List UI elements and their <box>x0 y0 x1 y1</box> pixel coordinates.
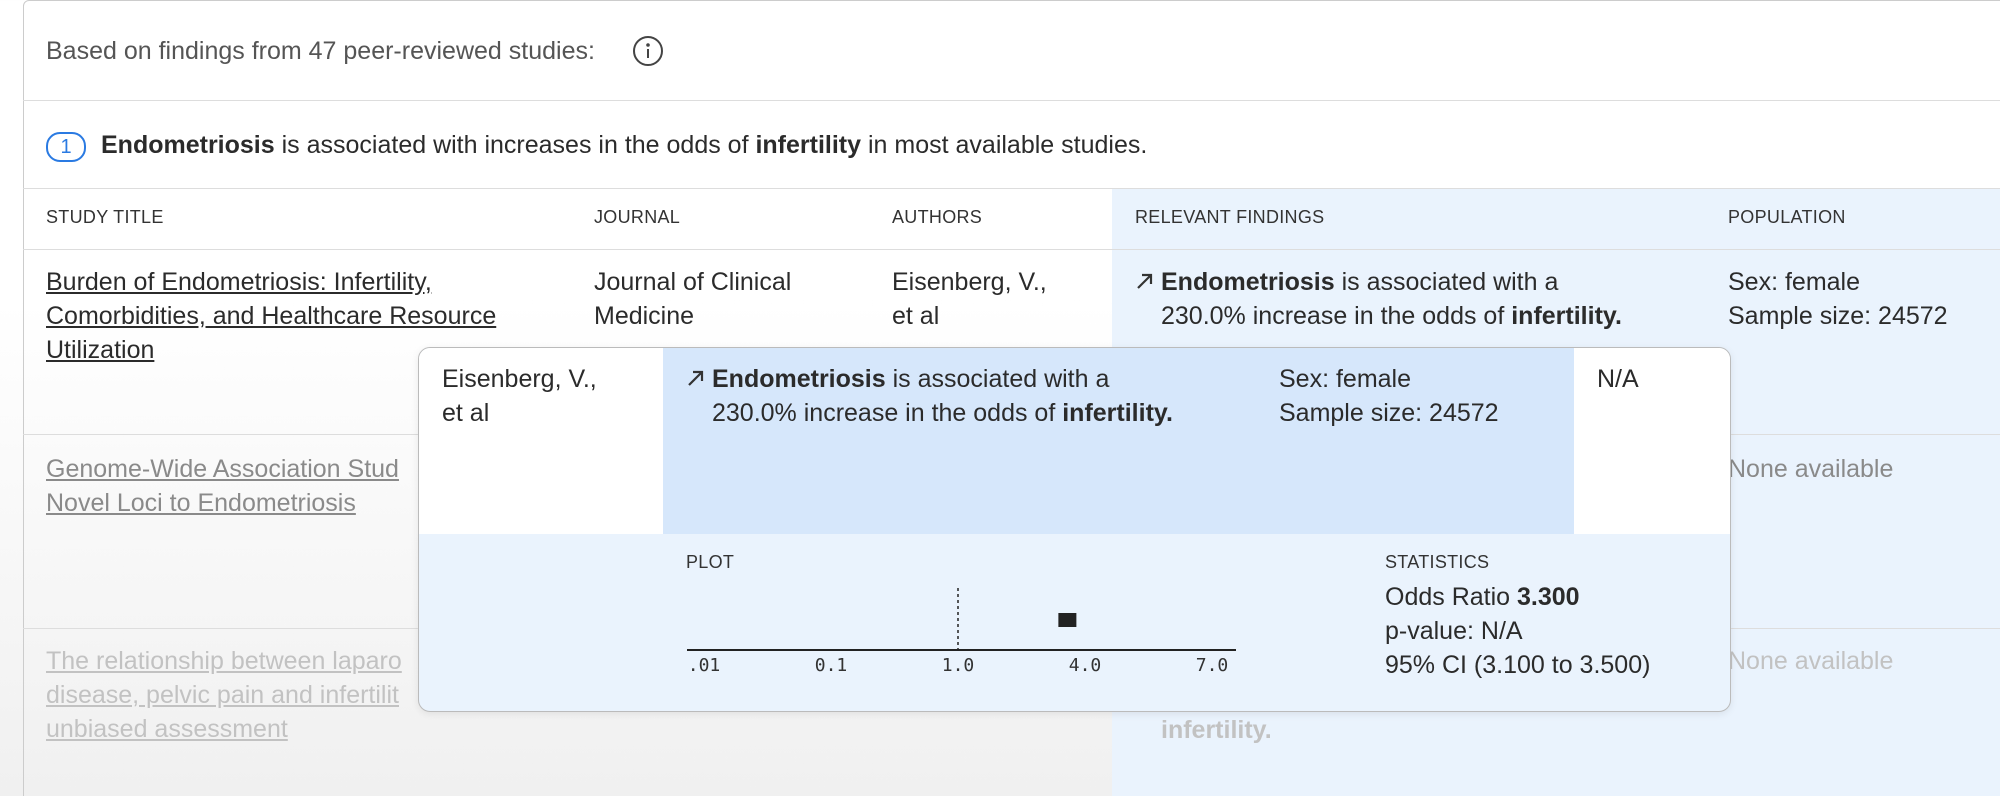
title-line[interactable]: Comorbidities, and Healthcare Resource <box>46 302 497 330</box>
column-header: STUDY TITLE <box>46 207 164 227</box>
popup-findings-bg <box>663 348 1574 534</box>
popup-authors: Eisenberg, V., et al <box>442 362 597 430</box>
population: Sex: female Sample size: 24572 <box>1728 265 1948 333</box>
column-header: AUTHORS <box>892 207 983 227</box>
claim-bold: infertility <box>755 131 862 159</box>
findings-bold: infertility. <box>1511 302 1622 330</box>
study-title[interactable]: Burden of Endometriosis: Infertility, Com… <box>46 265 496 367</box>
authors: Eisenberg, V., et al <box>892 265 1047 333</box>
study-title[interactable]: Genome-Wide Association Stud Novel Loci t… <box>46 452 399 520</box>
arrow-icon <box>688 370 704 386</box>
divider <box>23 249 2000 250</box>
title-line[interactable]: Novel Loci to Endometriosis <box>46 489 356 517</box>
x-tick-label: 4.0 <box>1069 655 1102 676</box>
authors-line: Eisenberg, V., <box>442 365 597 393</box>
findings-bold: Endometriosis <box>1161 268 1335 296</box>
popup: Eisenberg, V., et al Endometriosis is ass… <box>418 347 1731 712</box>
findings-text: 230.0% increase in the odds of <box>1161 302 1512 330</box>
popup-population: Sex: female Sample size: 24572 <box>1279 362 1499 430</box>
findings-bold: infertility. <box>1062 399 1173 427</box>
divider <box>23 100 2000 101</box>
stat-line: p-value: N/A <box>1385 617 1523 645</box>
title-line[interactable]: unbiased assessment <box>46 715 288 743</box>
plot-label: PLOT <box>686 552 735 572</box>
findings-text: 230.0% increase in the odds of <box>712 399 1063 427</box>
authors-line: et al <box>442 399 490 427</box>
population-line: Sex: female <box>1279 365 1412 393</box>
popup-extra: N/A <box>1597 365 1639 393</box>
point-estimate <box>1058 613 1077 627</box>
population: None available <box>1728 455 1894 483</box>
authors-line: et al <box>892 302 940 330</box>
findings-bold: Endometriosis <box>712 365 886 393</box>
claim-text: is associated with increases in the odds… <box>274 131 756 159</box>
forest-plot: .01 0.1 1.0 4.0 7.0 <box>687 588 1236 676</box>
title-line[interactable]: Genome-Wide Association Stud <box>46 455 399 483</box>
x-tick-label: .01 <box>688 655 721 676</box>
title-line[interactable]: The relationship between laparo <box>46 647 402 675</box>
population: None available <box>1728 647 1894 675</box>
arrow-icon <box>1137 273 1153 289</box>
stat-value: 3.300 <box>1517 583 1580 611</box>
x-tick-label: 7.0 <box>1196 655 1229 676</box>
title-line[interactable]: Burden of Endometriosis: Infertility, <box>46 268 432 296</box>
population-line: Sex: female <box>1728 268 1861 296</box>
x-tick-label: 1.0 <box>942 655 975 676</box>
header-text: Based on findings from 47 peer-reviewed … <box>46 37 595 65</box>
journal-line: Medicine <box>594 302 695 330</box>
authors-line: Eisenberg, V., <box>892 268 1047 296</box>
claim: Endometriosis is associated with increas… <box>101 128 1147 162</box>
title-line[interactable]: disease, pelvic pain and infertilit <box>46 681 399 709</box>
journal: Journal of Clinical Medicine <box>594 265 791 333</box>
population-line: Sample size: 24572 <box>1279 399 1499 427</box>
findings-bold: infertility. <box>1161 716 1272 744</box>
column-header: JOURNAL <box>594 207 681 227</box>
info-icon[interactable] <box>632 35 664 67</box>
claim-bold: Endometriosis <box>101 131 275 159</box>
findings-text: is associated with a <box>1334 268 1559 296</box>
claim-badge: 1 <box>46 132 86 162</box>
column-header: POPULATION <box>1728 207 1846 227</box>
title-line[interactable]: Utilization <box>46 336 155 364</box>
population-line: Sample size: 24572 <box>1728 302 1948 330</box>
card <box>23 0 2000 796</box>
x-tick-label: 0.1 <box>815 655 848 676</box>
findings-text: is associated with a <box>885 365 1110 393</box>
journal-line: Journal of Clinical <box>594 268 792 296</box>
statistics-label: STATISTICS <box>1385 552 1490 572</box>
findings: Endometriosis is associated with a 230.0%… <box>1161 265 1622 333</box>
claim-text: in most available studies. <box>861 131 1148 159</box>
column-header: RELEVANT FINDINGS <box>1135 207 1325 227</box>
popup-findings: Endometriosis is associated with a 230.0%… <box>712 362 1173 430</box>
stat-label: Odds Ratio <box>1385 583 1511 611</box>
study-title[interactable]: The relationship between laparo disease, … <box>46 644 402 746</box>
statistics: Odds Ratio 3.300 p-value: N/A 95% CI (3.10… <box>1385 580 1650 682</box>
divider <box>23 188 2000 189</box>
stat-line: 95% CI (3.100 to 3.500) <box>1385 651 1651 679</box>
